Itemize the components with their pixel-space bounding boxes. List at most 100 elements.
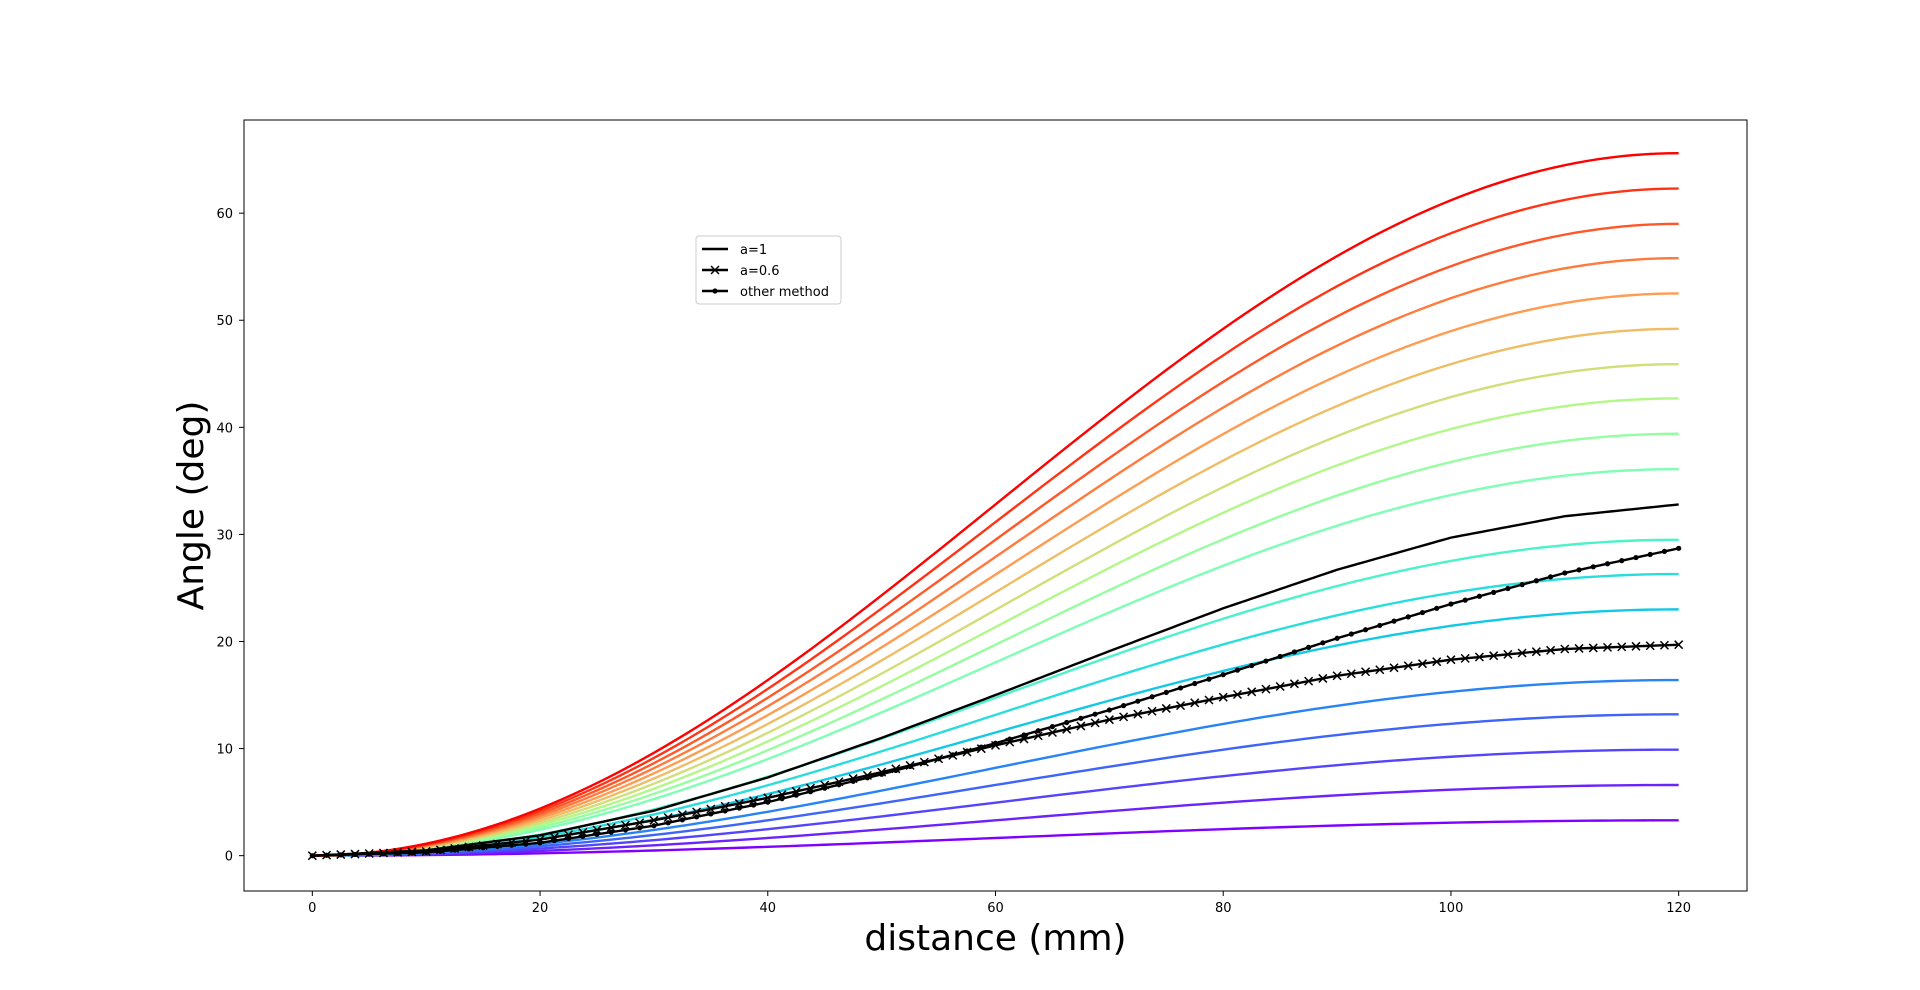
data-point-dot [1035,728,1041,734]
data-point-x [1631,641,1641,651]
rainbow-curve [312,362,1679,857]
x-tick-label: 80 [1215,901,1232,916]
rainbow-curve [312,292,1679,857]
data-point-dot [466,846,472,852]
rainbow-curve [312,748,1679,857]
data-point-dot [1149,694,1155,700]
data-point-dot [1491,589,1497,595]
rainbow-curve [312,713,1679,857]
data-point-dot [1533,578,1539,584]
data-point-x [1190,698,1200,708]
data-point-dot [779,796,785,802]
data-point-x [1460,653,1470,663]
data-point-dot [1234,667,1241,673]
data-point-dot [1547,574,1554,580]
data-point-x [1204,695,1214,705]
data-point-dot [850,778,856,784]
data-point-x [1346,669,1356,679]
y-tick-label: 0 [225,850,233,865]
data-point-dot [1434,605,1440,611]
data-point-x [1261,684,1271,694]
y-tick-label: 20 [216,635,233,650]
data-point-x [1546,645,1556,655]
data-point-x [649,815,659,825]
data-point-dot [822,785,828,791]
data-point-x [1503,649,1513,659]
y-tick-label: 60 [216,207,233,222]
data-point-x [734,798,744,808]
data-point-dot [338,852,344,858]
x-tick-label: 60 [987,901,1004,916]
plot-lines [307,152,1684,861]
data-point-x [1645,641,1655,651]
y-tick-label: 40 [216,421,233,436]
data-point-dot [508,842,515,848]
x-axis-label: distance (mm) [864,918,1126,959]
data-point-x [620,820,630,830]
data-point-dot [1448,601,1454,607]
rainbow-curve [312,467,1679,857]
data-point-dot [679,817,685,823]
data-point-dot [879,771,885,777]
data-point-dot [1562,570,1568,576]
data-point-dot [380,851,387,857]
legend-entry: a=0.6 [702,264,780,279]
data-point-dot [1661,548,1668,555]
data-point-dot [992,740,999,746]
data-point-dot [1576,567,1582,573]
data-point-x [1232,689,1242,700]
data-point-dot [452,847,458,853]
data-point-dot [964,748,970,754]
data-point-x [1133,709,1143,719]
legend: a=1 a=0.6 other method [695,235,842,305]
data-point-dot [1334,635,1340,641]
data-point-dot [1647,551,1653,558]
data-point-dot [921,760,927,766]
data-point-x [1104,715,1114,725]
data-point-dot [395,850,401,856]
data-point-dot [907,763,913,770]
data-point-x [1489,651,1499,661]
data-point-x [1531,647,1541,657]
rainbow-curve [312,432,1679,857]
data-point-dot [580,833,586,839]
data-point-dot [793,792,799,798]
data-point-dot [1277,653,1283,660]
data-point-x [1147,706,1157,716]
data-point-dot [594,831,600,837]
data-point-x [1289,679,1299,689]
data-point-dot [1064,719,1070,726]
data-point-dot [1604,561,1611,567]
legend-box [695,235,842,305]
data-point-x [1304,676,1314,686]
data-point-dot [950,752,956,758]
data-point-x [677,810,687,820]
data-point-dot [1320,640,1326,646]
data-point-dot [651,823,657,829]
y-axis-label: Angle (deg) [171,401,212,611]
data-point-dot [608,829,614,835]
data-point-dot [1676,545,1682,551]
data-point-dot [1462,597,1468,603]
x-tick-label: 120 [1666,901,1691,916]
data-point-dot [423,849,429,856]
data-point-x [1119,712,1129,722]
data-point-dot [1306,644,1312,650]
rainbow-curve [312,397,1679,857]
y-tick-label: 50 [216,314,233,329]
legend-label: other method [740,285,829,300]
data-point-dot [978,744,984,750]
data-point-dot [1348,631,1354,637]
data-point-dot [935,756,942,762]
data-point-dot [1106,707,1112,713]
x-tick-label: 20 [532,901,549,916]
data-point-dot [836,782,842,788]
data-point-x [1033,731,1043,741]
data-point-x [1659,640,1669,650]
data-point-x [606,823,616,833]
x-tick-label: 0 [308,901,316,916]
data-point-x [1389,663,1399,673]
data-point-dot [1249,662,1255,669]
data-point-x [1047,727,1057,738]
